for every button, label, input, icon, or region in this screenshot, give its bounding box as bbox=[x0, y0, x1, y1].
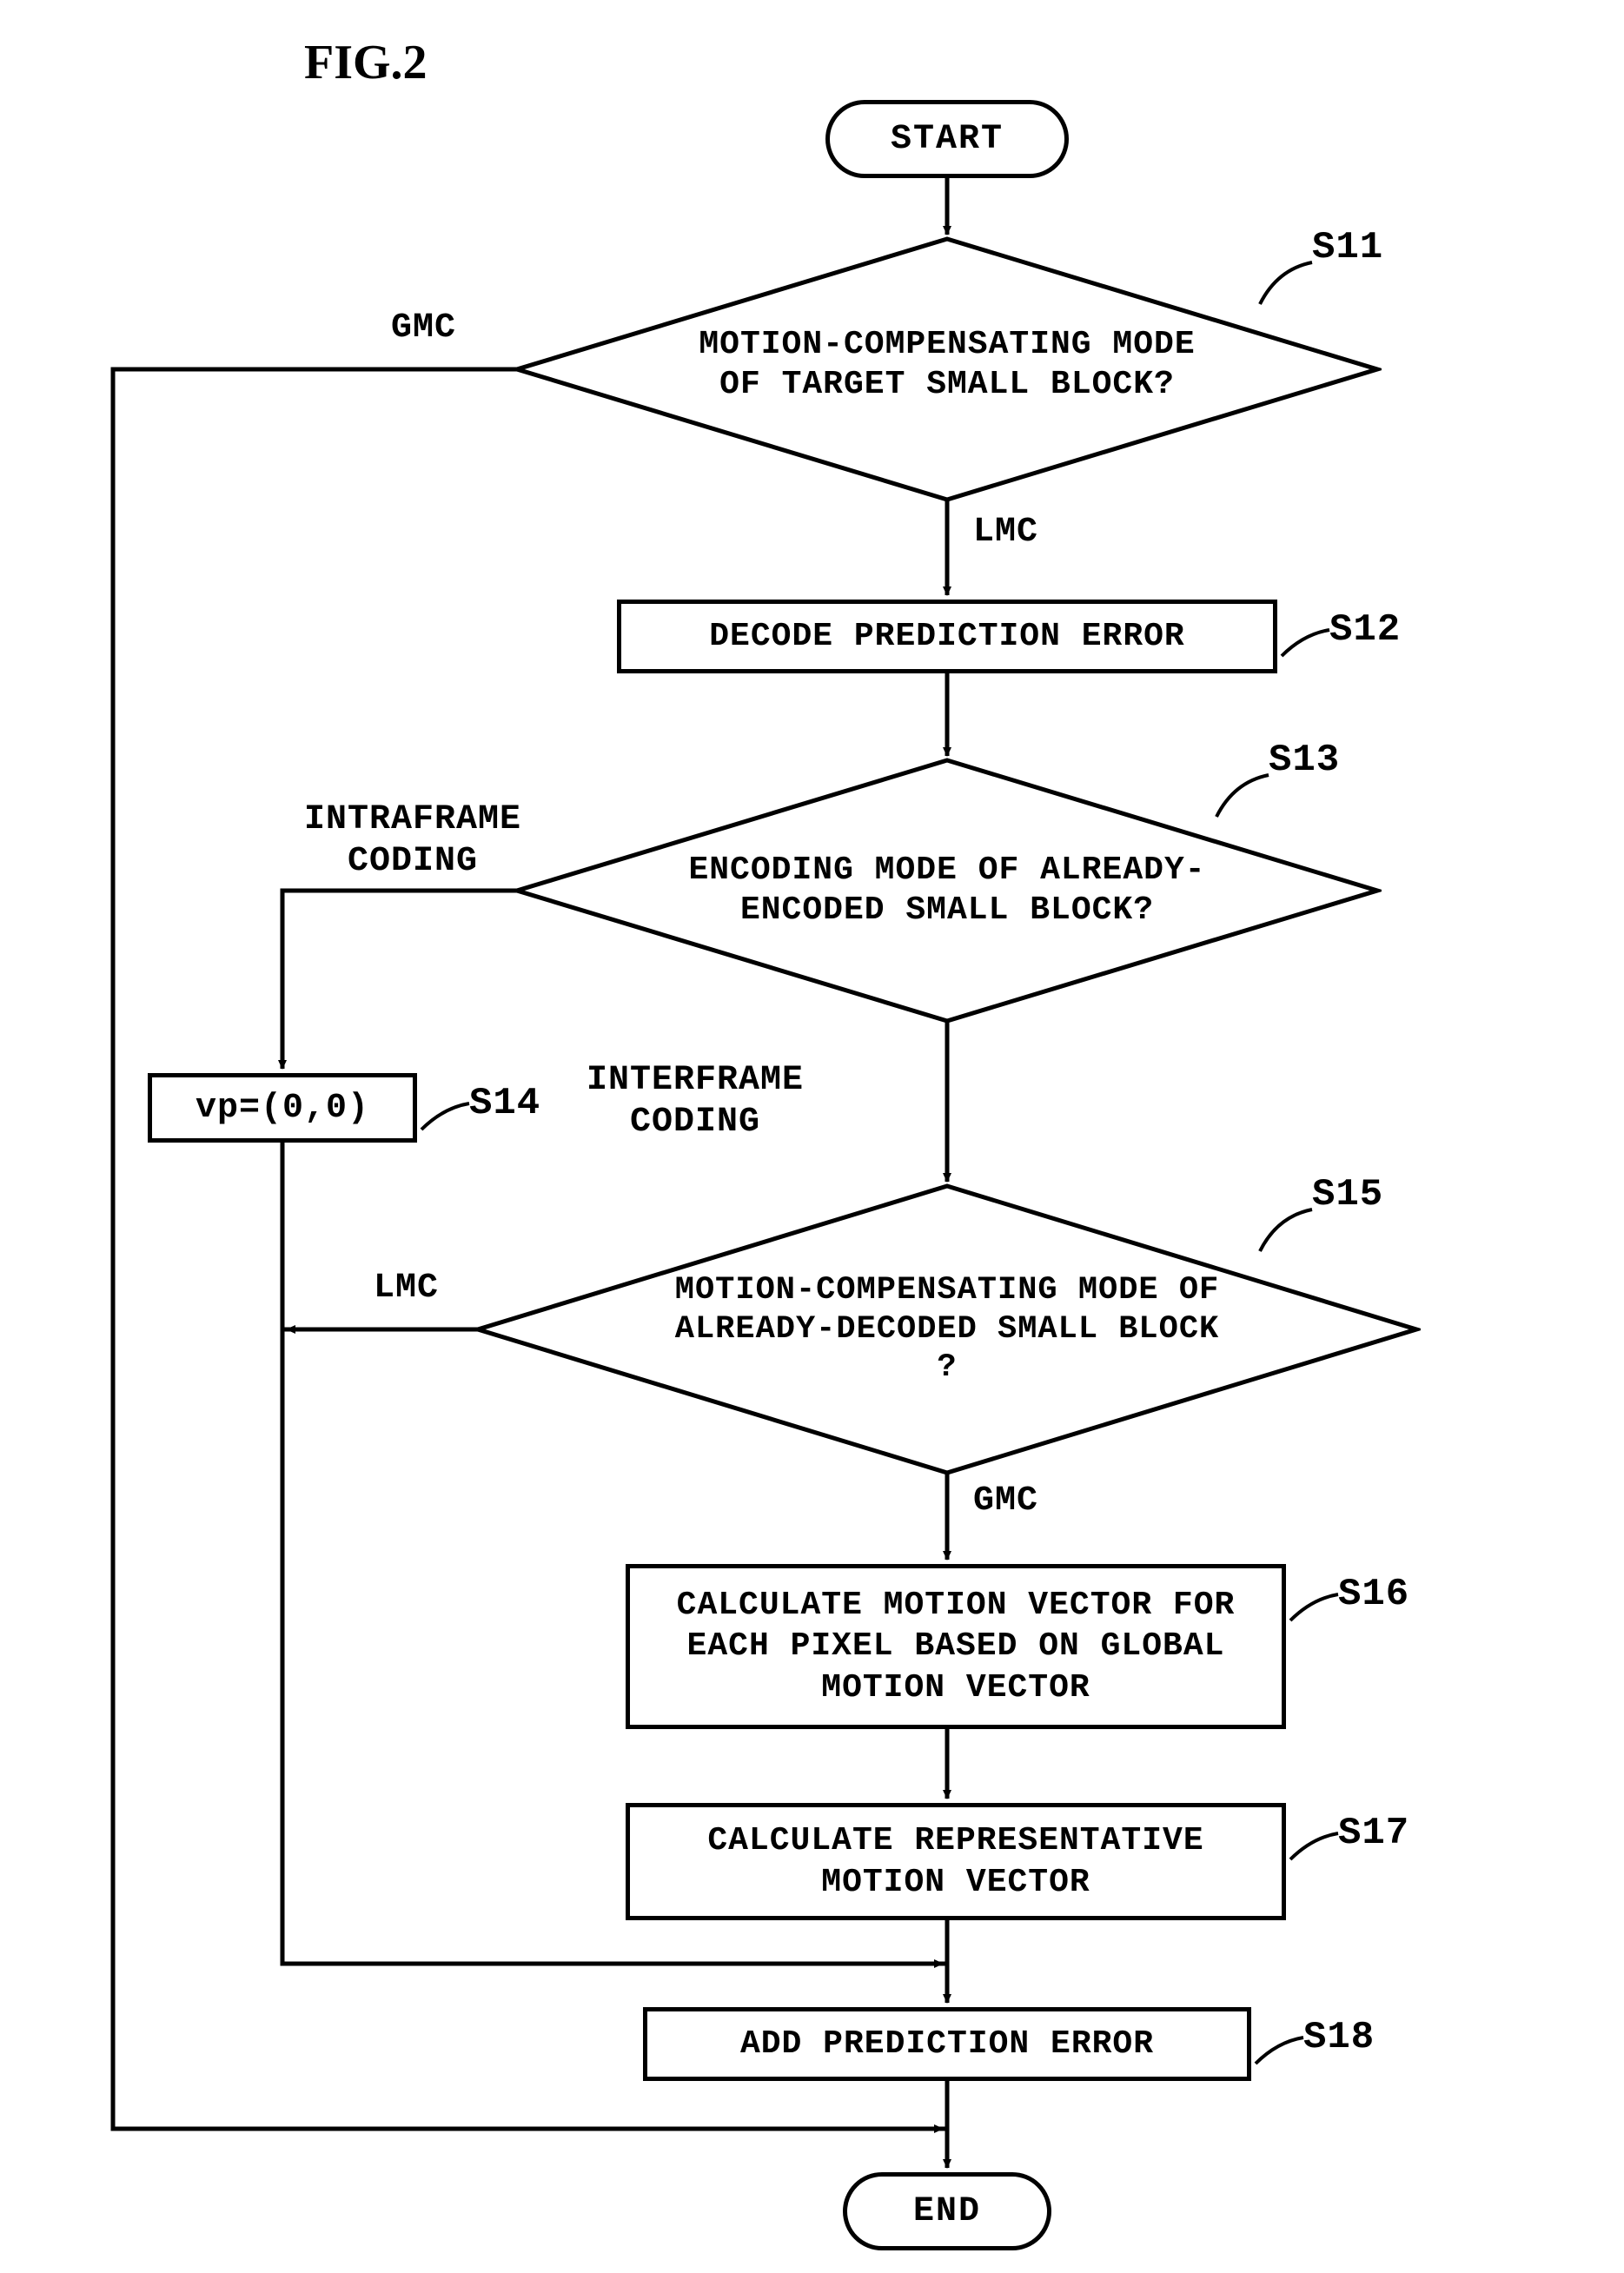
s15-text: MOTION-COMPENSATING MODE OF ALREADY-DECO… bbox=[660, 1243, 1234, 1416]
s11-text: MOTION-COMPENSATING MODE OF TARGET SMALL… bbox=[686, 287, 1208, 443]
s13-text: ENCODING MODE OF ALREADY-ENCODED SMALL B… bbox=[686, 812, 1208, 969]
